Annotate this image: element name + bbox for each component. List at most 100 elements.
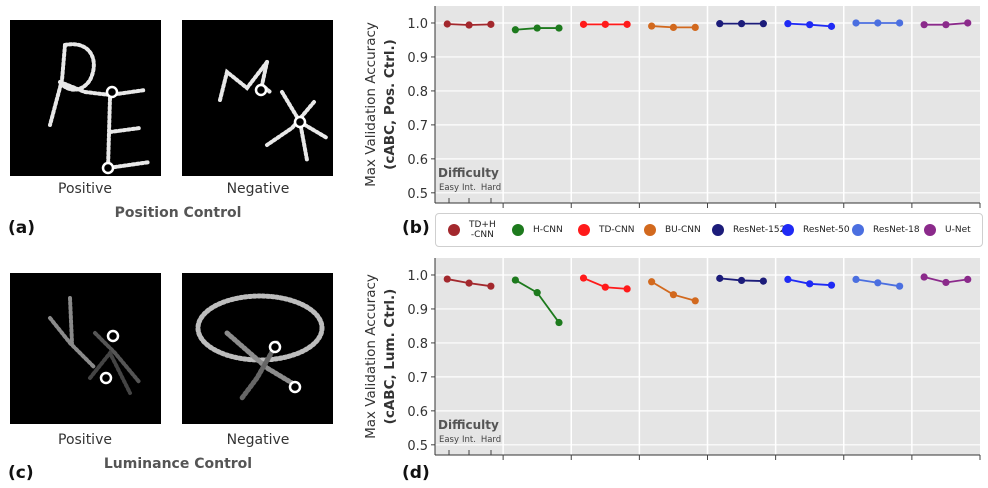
panel-d-label: (d) xyxy=(402,463,430,483)
difficulty-level-label: Easy xyxy=(439,435,459,445)
position-control-title: Position Control xyxy=(114,205,242,221)
y-axis-label: Max Validation Accuracy xyxy=(363,274,379,439)
y-tick-label: 1.0 xyxy=(407,17,428,32)
data-point xyxy=(920,273,928,281)
data-point xyxy=(487,282,495,290)
data-point xyxy=(852,19,860,27)
legend-marker xyxy=(712,224,724,236)
data-point xyxy=(691,23,699,31)
legend-marker xyxy=(512,224,524,236)
data-point xyxy=(942,278,950,287)
data-point xyxy=(555,318,563,327)
difficulty-level-label: Int. xyxy=(462,435,476,445)
difficulty-level-label: Int. xyxy=(462,183,476,193)
data-point xyxy=(511,26,519,34)
data-point xyxy=(601,283,609,291)
panel-c-label: (c) xyxy=(8,463,34,483)
y-tick-label: 0.6 xyxy=(407,405,428,420)
data-point xyxy=(827,22,836,30)
legend-item: BU-CNN xyxy=(644,214,701,246)
data-point xyxy=(896,282,904,290)
legend-item: U-Net xyxy=(924,214,971,246)
data-point xyxy=(579,20,588,28)
data-point xyxy=(784,275,792,283)
data-point xyxy=(964,275,972,283)
legend-label: TD+H -CNN xyxy=(469,220,496,240)
data-point xyxy=(784,20,792,28)
data-point xyxy=(691,297,699,305)
y-tick-label: 1.0 xyxy=(407,269,428,284)
position-negative-image xyxy=(182,20,333,176)
data-point xyxy=(964,19,972,27)
legend-marker xyxy=(448,224,460,236)
data-point xyxy=(465,279,473,287)
legend-marker xyxy=(782,224,794,236)
y-axis-sublabel: (cABC, Pos. Ctrl.) xyxy=(382,39,398,170)
panel-b-label: (b) xyxy=(402,218,430,238)
data-point xyxy=(737,276,746,285)
data-point xyxy=(716,20,724,28)
legend-label: H-CNN xyxy=(533,225,563,235)
legend-item: TD+H -CNN xyxy=(448,214,496,246)
y-tick-label: 0.8 xyxy=(407,337,428,352)
data-point xyxy=(648,278,656,286)
legend-item: ResNet-152 xyxy=(712,214,785,246)
legend-label: TD-CNN xyxy=(599,225,635,235)
chart-position-control: 0.5 0.6 0.7 0.8 0.9 1.0 Max Validation Accurac… xyxy=(363,6,981,208)
data-point xyxy=(852,275,860,283)
data-point xyxy=(443,275,451,283)
data-point xyxy=(669,23,678,31)
data-point xyxy=(896,19,904,27)
legend-marker xyxy=(578,224,590,236)
data-point xyxy=(759,20,767,28)
data-point xyxy=(806,21,814,29)
data-point xyxy=(737,20,746,28)
data-point xyxy=(533,24,541,32)
position-positive-image xyxy=(10,20,161,176)
luminance-control-title: Luminance Control xyxy=(103,456,253,472)
legend-label: ResNet-50 xyxy=(803,225,850,235)
data-point xyxy=(669,291,678,299)
legend-item: ResNet-50 xyxy=(782,214,850,246)
data-point xyxy=(601,20,609,28)
y-tick-label: 0.9 xyxy=(407,51,428,66)
y-tick-label: 0.5 xyxy=(407,439,428,454)
data-point xyxy=(443,20,451,28)
data-point xyxy=(874,279,882,287)
data-point xyxy=(579,274,588,282)
data-point xyxy=(716,274,724,282)
legend-marker xyxy=(852,224,864,236)
luminance-positive-caption: Positive xyxy=(58,432,112,448)
y-axis-label: Max Validation Accuracy xyxy=(363,22,379,187)
y-tick-label: 0.7 xyxy=(407,371,428,386)
panel-a-label: (a) xyxy=(8,218,36,238)
luminance-negative-caption: Negative xyxy=(226,432,290,448)
data-point xyxy=(623,20,631,28)
position-positive-caption: Positive xyxy=(58,181,112,197)
difficulty-title: Difficulty xyxy=(438,166,499,180)
luminance-negative-image xyxy=(182,273,333,424)
chart-legend: TD+H -CNN H-CNN TD-CNN BU-CNN ResNet-152 ResN… xyxy=(435,213,983,247)
luminance-positive-image xyxy=(10,273,161,424)
difficulty-level-label: Hard xyxy=(481,435,501,445)
position-negative-caption: Negative xyxy=(226,181,290,197)
data-point xyxy=(533,289,541,297)
data-point xyxy=(942,21,950,29)
data-point xyxy=(920,21,928,29)
data-point xyxy=(487,20,495,28)
data-point xyxy=(555,24,563,32)
y-tick-label: 0.8 xyxy=(407,85,428,100)
difficulty-title: Difficulty xyxy=(438,418,499,432)
data-point xyxy=(465,21,473,29)
data-point xyxy=(827,281,836,289)
data-point xyxy=(648,22,656,30)
data-point xyxy=(511,276,519,284)
legend-label: BU-CNN xyxy=(665,225,701,235)
legend-marker xyxy=(924,224,936,236)
legend-marker xyxy=(644,224,656,236)
y-tick-label: 0.6 xyxy=(407,153,428,168)
y-tick-label: 0.5 xyxy=(407,187,428,202)
data-point xyxy=(623,285,631,293)
y-tick-label: 0.7 xyxy=(407,119,428,134)
chart-luminance-control: 0.5 0.6 0.7 0.8 0.9 1.0 Max Validation Accurac… xyxy=(363,258,981,460)
